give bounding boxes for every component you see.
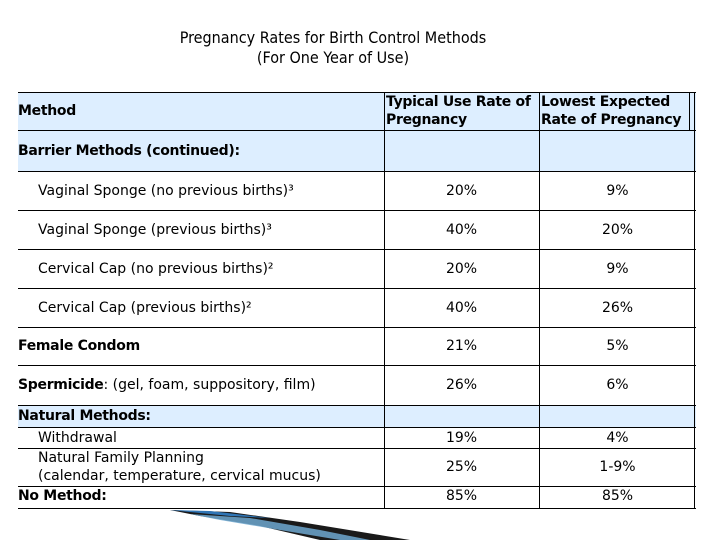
row-method: Female Condom — [18, 338, 140, 354]
row-lowest: 1-9% — [599, 459, 636, 475]
row-method: Spermicide: (gel, foam, suppository, fil… — [18, 365, 384, 405]
section-natural-row: Natural Methods: — [18, 405, 696, 427]
header-lowest-line1: Lowest Expected — [541, 94, 670, 110]
grid-line — [18, 171, 696, 172]
row-lowest: 85% — [601, 488, 634, 504]
row-lowest: 26% — [601, 299, 634, 316]
table-row: Vaginal Sponge (previous births)³ 40% 20… — [18, 210, 696, 249]
grid-line — [18, 427, 696, 428]
row-typical: 20% — [445, 182, 478, 199]
grid-line — [539, 92, 540, 171]
section-barrier-label: Barrier Methods (continued): — [18, 142, 240, 159]
section-barrier-row: Barrier Methods (continued): — [18, 130, 696, 171]
title-line-1: Pregnancy Rates for Birth Control Method… — [179, 28, 487, 47]
grid-line — [18, 130, 696, 131]
table-row: Female Condom 21% 5% — [18, 327, 696, 365]
row-method: Cervical Cap (no previous births)² — [38, 260, 274, 277]
grid-line — [539, 171, 540, 508]
grid-line — [18, 288, 696, 289]
row-method-rest: : (gel, foam, suppository, film) — [103, 377, 316, 393]
row-method: Natural Family Planning (calendar, tempe… — [18, 448, 384, 486]
row-lowest: 4% — [606, 429, 629, 446]
grid-line — [384, 92, 385, 171]
grid-line — [18, 210, 696, 211]
row-typical: 26% — [445, 377, 478, 393]
decorative-swoosh — [170, 510, 410, 540]
row-lowest: 9% — [606, 260, 629, 277]
row-method-bold: Spermicide — [18, 377, 104, 393]
header-method-label: Method — [18, 103, 76, 119]
grid-line — [694, 92, 695, 508]
grid-line — [18, 508, 696, 509]
grid-line — [18, 92, 696, 93]
table-row: Vaginal Sponge (no previous births)³ 20%… — [18, 171, 696, 210]
table-row: No Method: 85% 85% — [18, 486, 696, 506]
row-method: Withdrawal — [38, 429, 117, 446]
table-row: Cervical Cap (previous births)² 40% 26% — [18, 288, 696, 327]
section-natural: Natural Methods: — [18, 405, 384, 427]
grid-line — [18, 448, 696, 449]
header-typical-line1: Typical Use Rate of — [386, 94, 531, 110]
grid-line — [18, 486, 696, 487]
title-line-2: (For One Year of Use) — [256, 48, 410, 67]
grid-line — [18, 249, 696, 250]
header-typical: Typical Use Rate of Pregnancy — [384, 92, 539, 130]
header-typical-line2: Pregnancy — [386, 112, 467, 128]
header-lowest: Lowest Expected Rate of Pregnancy — [539, 92, 696, 130]
row-typical: 40% — [445, 221, 478, 238]
row-method: Vaginal Sponge (previous births)³ — [38, 221, 272, 238]
grid-line — [18, 405, 696, 406]
row-method: Cervical Cap (previous births)² — [38, 299, 252, 316]
header-method: Method — [18, 92, 384, 130]
row-typical: 40% — [445, 299, 478, 316]
table-row: Withdrawal 19% 4% — [18, 427, 696, 448]
pregnancy-rates-table: Method Typical Use Rate of Pregnancy Low… — [18, 92, 696, 512]
grid-line — [384, 171, 385, 508]
row-method-line2: (calendar, temperature, cervical mucus) — [38, 468, 321, 484]
slide-title: Pregnancy Rates for Birth Control Method… — [100, 28, 566, 68]
row-typical: 21% — [445, 338, 478, 354]
grid-line — [18, 365, 696, 366]
grid-line — [18, 327, 696, 328]
row-typical: 19% — [445, 429, 478, 446]
row-lowest: 20% — [601, 221, 634, 238]
header-row: Method Typical Use Rate of Pregnancy Low… — [18, 92, 696, 130]
row-typical: 25% — [445, 459, 478, 475]
row-lowest: 6% — [606, 377, 629, 393]
row-lowest: 5% — [606, 338, 629, 354]
row-method: No Method: — [18, 488, 107, 504]
section-barrier: Barrier Methods (continued): — [18, 130, 384, 171]
header-lowest-line2: Rate of Pregnancy — [541, 112, 682, 128]
row-lowest: 9% — [606, 182, 629, 199]
section-natural-label: Natural Methods: — [18, 408, 151, 424]
table-row: Cervical Cap (no previous births)² 20% 9… — [18, 249, 696, 288]
row-typical: 85% — [445, 488, 478, 504]
table-row: Natural Family Planning (calendar, tempe… — [18, 448, 696, 486]
grid-line — [689, 92, 690, 130]
table-row: Spermicide: (gel, foam, suppository, fil… — [18, 365, 696, 405]
row-method-line1: Natural Family Planning — [38, 450, 204, 466]
row-typical: 20% — [445, 260, 478, 277]
row-method: Vaginal Sponge (no previous births)³ — [38, 182, 294, 199]
